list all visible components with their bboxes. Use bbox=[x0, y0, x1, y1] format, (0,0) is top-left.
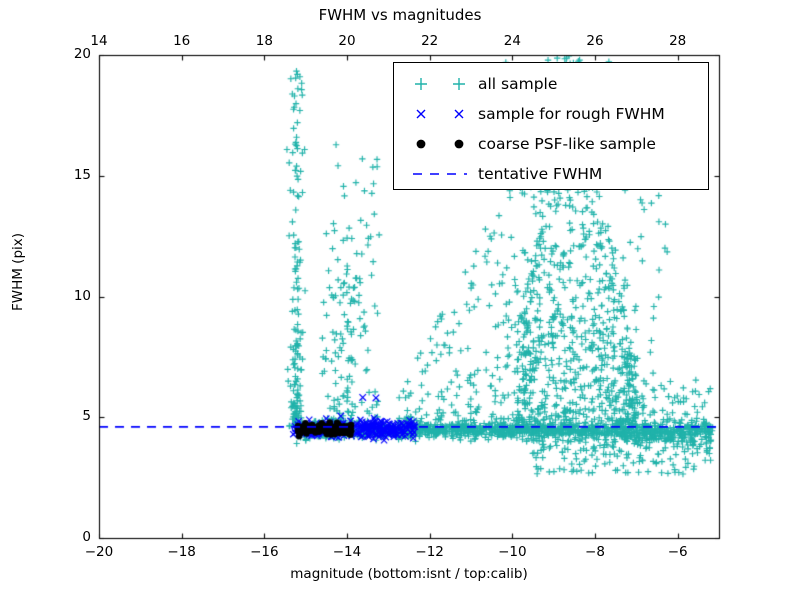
top-tick-label: 14 bbox=[90, 33, 108, 49]
y-tick-label: 15 bbox=[73, 166, 91, 183]
legend-item-all-sample: all sample bbox=[394, 69, 708, 99]
x-tick-label: −18 bbox=[167, 544, 196, 560]
x-tick-label: −14 bbox=[332, 544, 362, 560]
legend-label: coarse PSF-like sample bbox=[478, 135, 656, 153]
y-tick-label: 5 bbox=[82, 408, 91, 425]
legend-label: sample for rough FWHM bbox=[478, 105, 665, 123]
top-tick-label: 24 bbox=[503, 33, 521, 49]
dot-icon bbox=[402, 129, 478, 159]
x-tick-label: −10 bbox=[498, 544, 527, 560]
top-tick-label: 20 bbox=[338, 33, 356, 49]
top-tick-label: 22 bbox=[421, 33, 439, 49]
x-tick-label: −20 bbox=[84, 544, 114, 560]
y-tick-label: 10 bbox=[73, 287, 91, 304]
top-tick-label: 16 bbox=[173, 33, 191, 49]
legend-item-tentative-fwhm: tentative FWHM bbox=[394, 159, 708, 189]
legend-label: tentative FWHM bbox=[478, 165, 603, 183]
legend-item-coarse-psf: coarse PSF-like sample bbox=[394, 129, 708, 159]
top-tick-label: 18 bbox=[255, 33, 273, 49]
x-tick-label: −16 bbox=[250, 544, 279, 560]
dashed-line-icon bbox=[402, 159, 478, 189]
chart-legend: all sample sample for rough FWHM coarse … bbox=[393, 62, 709, 190]
top-tick-label: 28 bbox=[669, 33, 687, 49]
plus-icon bbox=[402, 69, 478, 99]
x-tick-label: −6 bbox=[667, 544, 688, 560]
y-tick-label: 0 bbox=[82, 529, 91, 545]
legend-label: all sample bbox=[478, 75, 558, 93]
x-tick-label: −12 bbox=[415, 544, 444, 560]
cross-icon bbox=[402, 99, 478, 129]
x-tick-label: −8 bbox=[585, 544, 605, 560]
y-tick-label: 20 bbox=[73, 46, 91, 62]
top-tick-label: 26 bbox=[586, 33, 604, 49]
legend-item-rough-fwhm: sample for rough FWHM bbox=[394, 99, 708, 129]
